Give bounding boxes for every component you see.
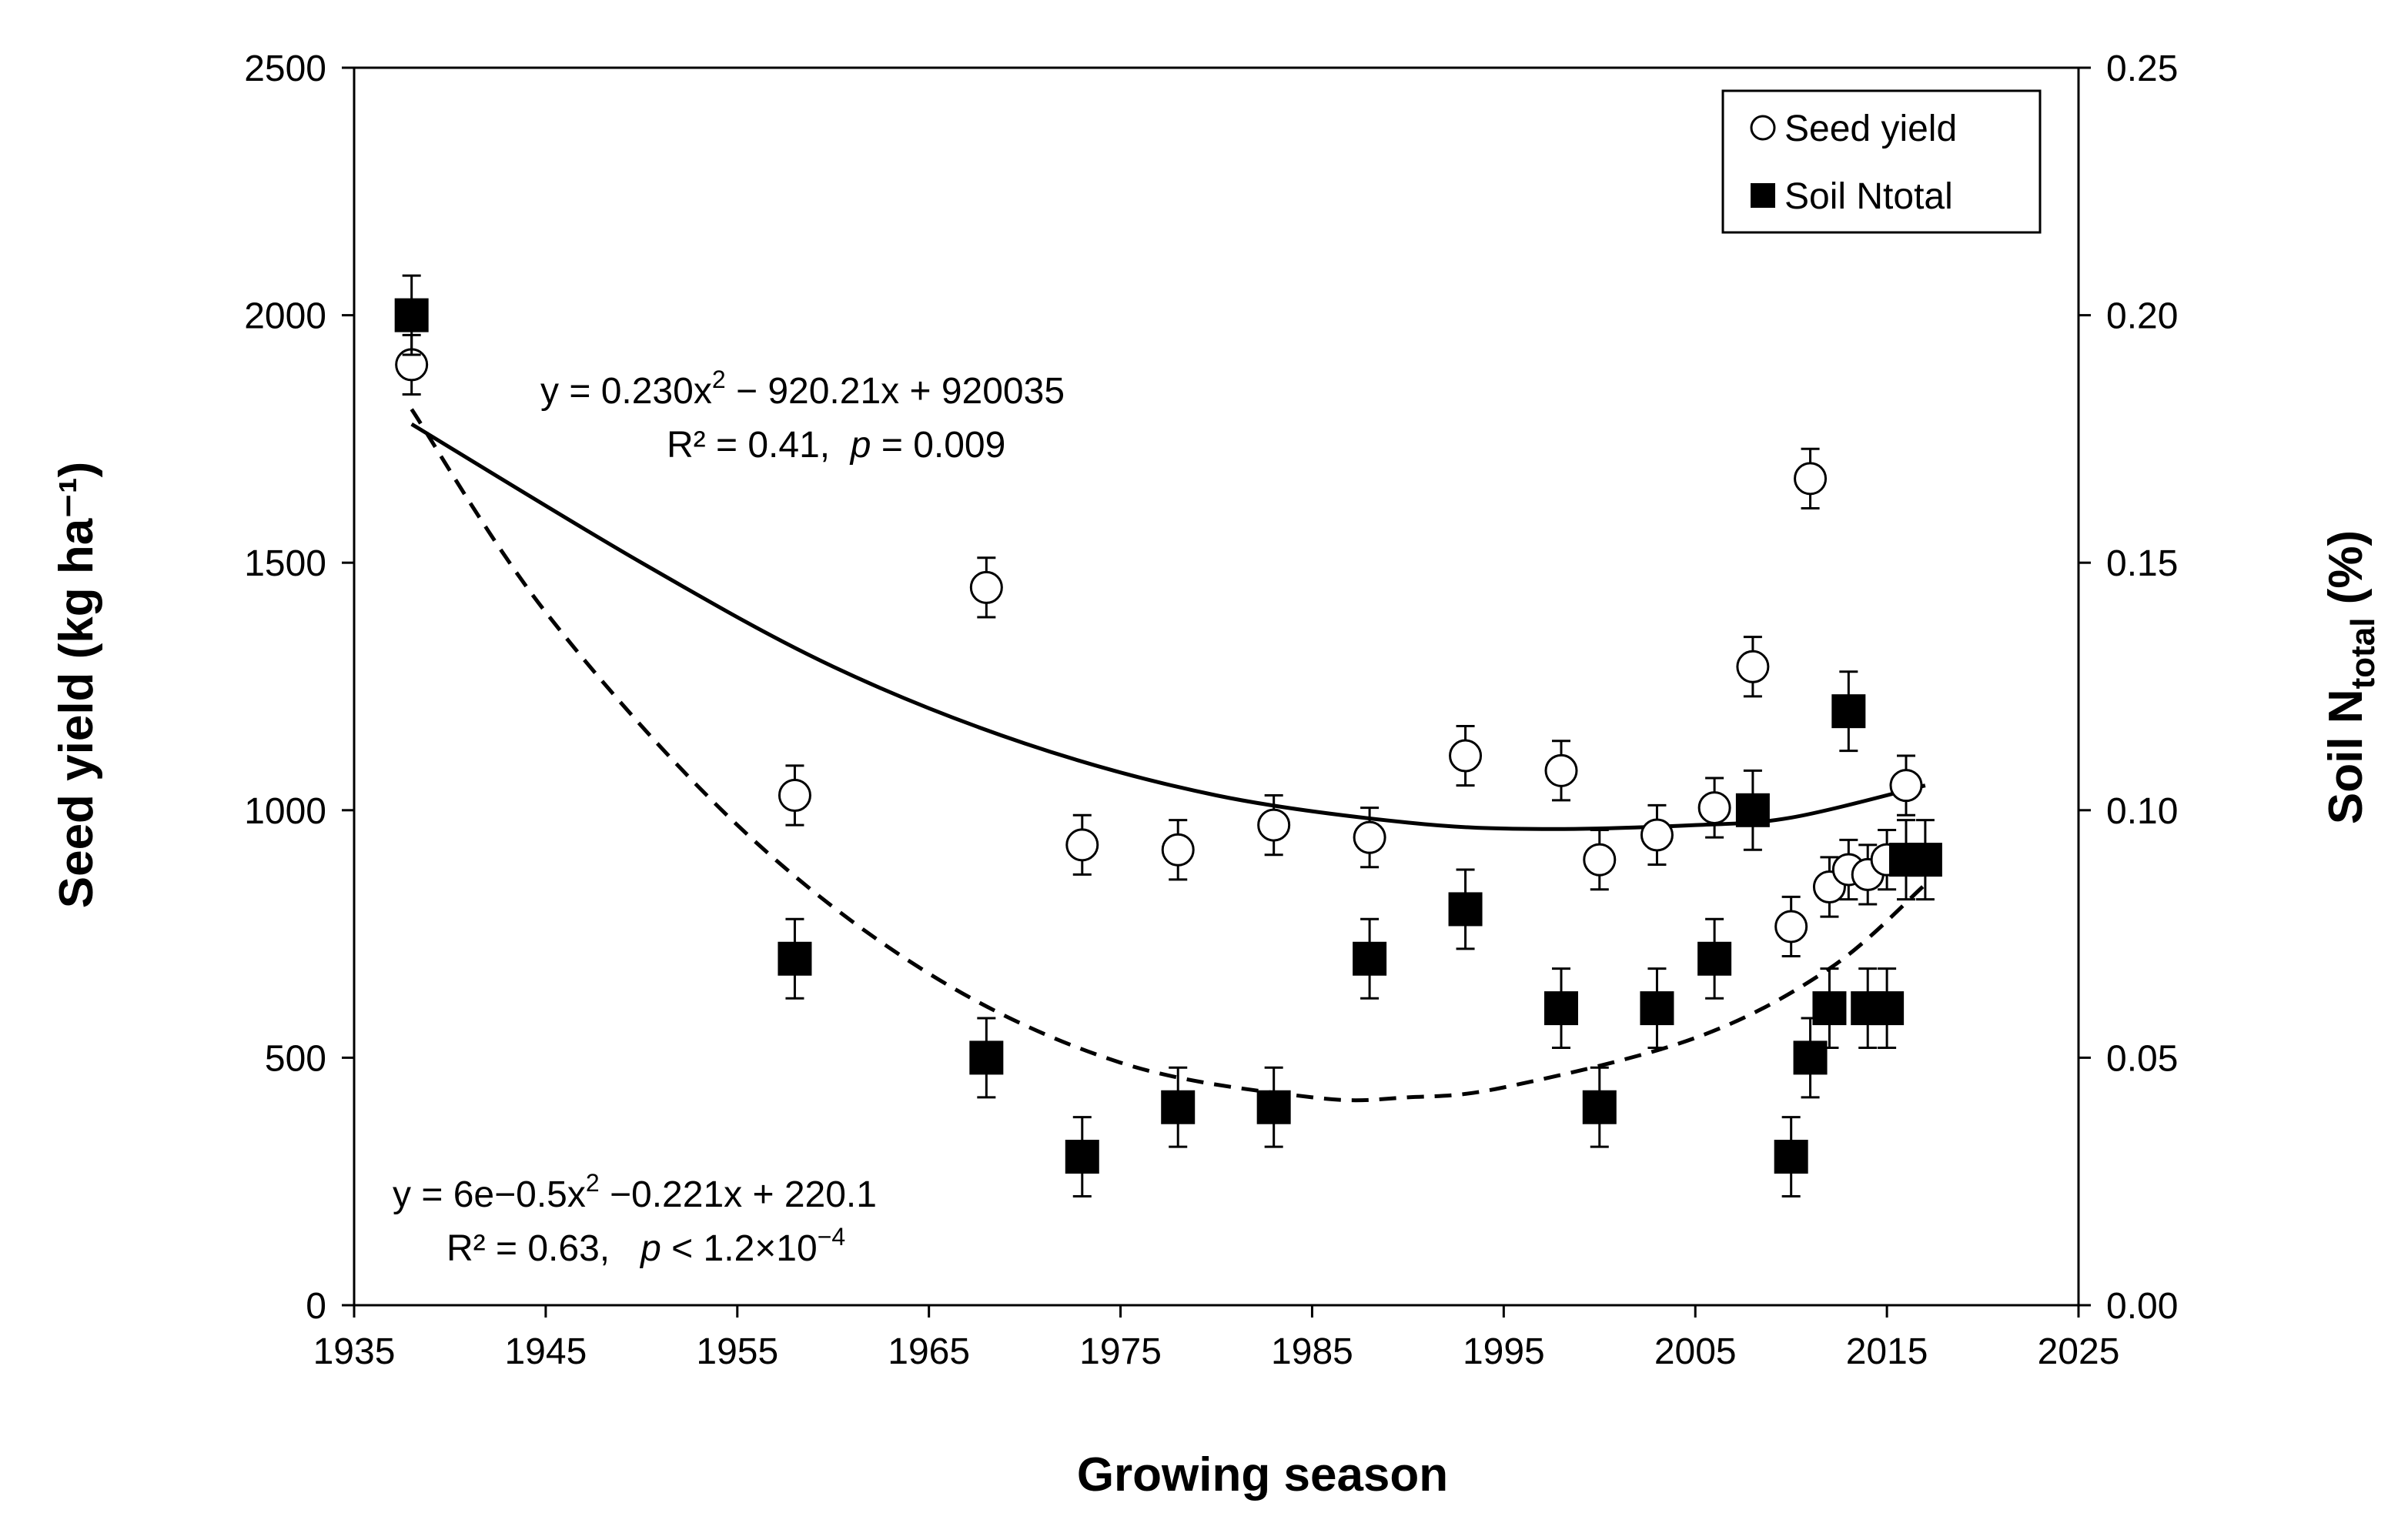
y-right-title-suffix: (%) (2319, 530, 2373, 618)
soil-ntotal-point (1161, 1090, 1196, 1124)
soil-ntotal-point (394, 298, 429, 332)
soil-ntotal-fit-equation: y = 6e−0.5x2 −0.221x + 220.1 (393, 1169, 877, 1215)
soil-ntotal-fit-stats: R² = 0.63, p < 1.2×10−4 (446, 1223, 845, 1269)
x-tick-label: 2025 (2038, 1331, 2120, 1372)
x-axis-title: Growing season (1077, 1448, 1448, 1501)
y-right-tick-label: 0.10 (2106, 791, 2178, 832)
soil-ntotal-point (1774, 1140, 1808, 1174)
legend-label-seed-yield: Seed yield (1784, 109, 1957, 149)
soil-ntotal-point (1544, 991, 1578, 1026)
seed-yield-point (1583, 843, 1617, 877)
y-left-axis-ticks: 0 500 1000 1500 2000 2500 (244, 48, 354, 1327)
seed-yield-point (1736, 650, 1770, 683)
x-tick-label: 1965 (888, 1331, 970, 1372)
y-right-tick-label: 0.15 (2106, 543, 2178, 584)
x-tick-label: 1945 (504, 1331, 587, 1372)
soil-ntotal-point (1831, 694, 1866, 729)
seed-yield-point (969, 570, 1003, 604)
seed-yield-fit-stats: R² = 0.41, p = 0.009 (667, 425, 1005, 466)
x-tick-label: 1935 (313, 1331, 396, 1372)
soil-ntotal-fit-line (410, 408, 1927, 1103)
y-left-tick-label: 0 (306, 1286, 326, 1327)
y-left-axis-title: Seed yield (kg ha⁻¹) (50, 462, 103, 909)
seed-yield-point (1161, 833, 1195, 867)
seed-yield-point (778, 779, 811, 813)
soil-ntotal-point (1870, 991, 1905, 1026)
x-tick-label: 2015 (1846, 1331, 1928, 1372)
legend-label-soil-ntotal: Soil Ntotal (1784, 176, 1953, 217)
seed-yield-point (1697, 791, 1731, 825)
y-left-tick-label: 2500 (244, 48, 326, 89)
seed-yield-point (1640, 818, 1674, 852)
soil-ntotal-point (1065, 1140, 1099, 1174)
y-left-tick-label: 1000 (244, 791, 326, 832)
seed-yield-point (1065, 828, 1099, 862)
seed-yield-point (1794, 462, 1828, 496)
series-marks (394, 274, 1942, 1197)
x-tick-label: 1985 (1271, 1331, 1353, 1372)
y-left-tick-label: 1500 (244, 543, 326, 584)
y-right-axis-title: Soil Ntotal (%) (2319, 530, 2382, 824)
y-left-tick-label: 500 (265, 1038, 326, 1079)
seed-yield-fit-line (410, 422, 1926, 831)
soil-ntotal-point (1793, 1040, 1828, 1075)
x-axis-ticks: 1935 1945 1955 1965 1975 1985 1995 2005 2015 2025 (313, 1305, 2120, 1372)
soil-ntotal-point (1448, 892, 1483, 927)
x-tick-label: 2005 (1654, 1331, 1737, 1372)
legend-marker-seed-yield (1750, 115, 1776, 141)
seed-yield-point (1257, 808, 1291, 842)
plot-frame (353, 66, 2080, 1307)
seed-yield-point (1353, 820, 1386, 854)
soil-ntotal-point (1353, 941, 1387, 976)
y-right-axis-ticks: 0.00 0.05 0.10 0.15 0.20 0.25 (2079, 48, 2178, 1327)
soil-ntotal-point (1908, 843, 1942, 877)
legend-marker-soil-ntotal (1751, 183, 1775, 208)
soil-ntotal-point (1812, 991, 1847, 1026)
y-right-tick-label: 0.20 (2106, 296, 2178, 337)
seed-yield-fit-equation: y = 0.230x2 − 920.21x + 920035 (540, 366, 1065, 412)
soil-ntotal-point (778, 941, 812, 976)
soil-ntotal-point (1256, 1090, 1291, 1124)
soil-ntotal-point (1582, 1090, 1617, 1124)
y-right-tick-label: 0.25 (2106, 48, 2178, 89)
legend: Seed yield Soil Ntotal (1721, 89, 2042, 234)
seed-yield-point (1449, 739, 1483, 773)
x-tick-label: 1975 (1079, 1331, 1162, 1372)
soil-ntotal-point (969, 1040, 1004, 1075)
seed-yield-point (1774, 910, 1808, 944)
y-left-tick-label: 2000 (244, 296, 326, 337)
soil-ntotal-point (1697, 941, 1732, 976)
soil-ntotal-point (1735, 793, 1770, 827)
seed-yield-point (1889, 769, 1923, 803)
soil-ntotal-fit-annotation: y = 6e−0.5x2 −0.221x + 220.1 R² = 0.63, … (393, 1169, 877, 1269)
y-right-tick-label: 0.05 (2106, 1038, 2178, 1079)
y-right-title-prefix: Soil N (2319, 689, 2373, 824)
x-tick-label: 1955 (696, 1331, 778, 1372)
y-right-title-subscript: total (2344, 618, 2382, 690)
y-right-tick-label: 0.00 (2106, 1286, 2178, 1327)
fit-lines (410, 408, 1927, 1103)
soil-ntotal-point (1640, 991, 1674, 1026)
seed-yield-fit-annotation: y = 0.230x2 − 920.21x + 920035 R² = 0.41… (540, 366, 1065, 466)
legend-box (1721, 89, 2042, 234)
seed-yield-point (1544, 753, 1578, 787)
x-tick-label: 1995 (1463, 1331, 1545, 1372)
